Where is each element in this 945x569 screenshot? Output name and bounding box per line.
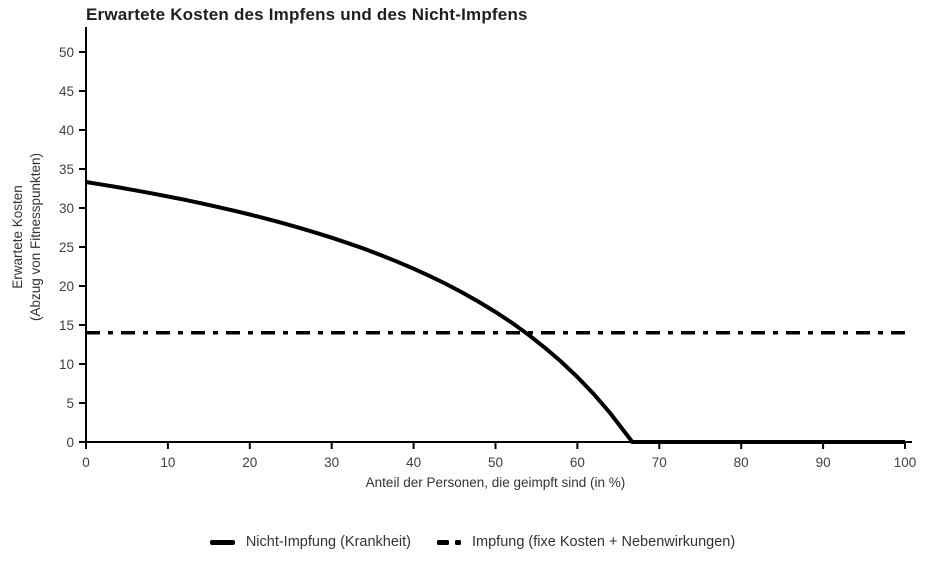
svg-text:70: 70	[652, 455, 667, 470]
svg-text:Anteil der Personen, die geimp: Anteil der Personen, die geimpft sind (i…	[366, 475, 626, 490]
legend-item-nicht-impfung: Nicht-Impfung (Krankheit)	[209, 534, 412, 550]
svg-text:30: 30	[324, 455, 339, 470]
chart-title: Erwartete Kosten des Impfens und des Nic…	[86, 5, 528, 24]
svg-text:Erwartete Kosten: Erwartete Kosten	[10, 185, 25, 289]
svg-text:10: 10	[59, 357, 74, 372]
svg-text:50: 50	[488, 455, 503, 470]
svg-text:0: 0	[82, 455, 90, 470]
chart-legend: Nicht-Impfung (Krankheit) Impfung (fixe …	[0, 528, 945, 556]
svg-text:90: 90	[816, 455, 831, 470]
svg-text:20: 20	[59, 279, 74, 294]
dashdot-line-swatch-icon	[437, 539, 462, 545]
svg-text:0: 0	[66, 435, 74, 450]
svg-text:50: 50	[59, 45, 74, 60]
svg-text:35: 35	[59, 162, 74, 177]
legend-label-nicht-impfung: Nicht-Impfung (Krankheit)	[245, 534, 412, 550]
svg-text:20: 20	[242, 455, 257, 470]
svg-text:10: 10	[160, 455, 175, 470]
dash-segment-icon	[437, 539, 450, 545]
svg-text:5: 5	[66, 396, 74, 411]
dot-segment-icon	[455, 539, 462, 545]
svg-text:25: 25	[59, 240, 74, 255]
legend-item-impfung: Impfung (fixe Kosten + Nebenwirkungen)	[437, 534, 735, 550]
svg-text:30: 30	[59, 201, 74, 216]
legend-label-impfung: Impfung (fixe Kosten + Nebenwirkungen)	[472, 534, 736, 550]
svg-text:45: 45	[59, 84, 74, 99]
svg-text:80: 80	[734, 455, 749, 470]
svg-text:(Abzug von Fitnesspunkten): (Abzug von Fitnesspunkten)	[28, 153, 43, 321]
svg-text:60: 60	[570, 455, 585, 470]
svg-text:40: 40	[406, 455, 421, 470]
solid-line-swatch-icon	[209, 539, 235, 545]
chart-canvas: 0 5 10 15 20 25 30 35 40 45 50 0 10 20 30 40 50 60 70 80 90 1…	[10, 27, 917, 490]
svg-text:40: 40	[59, 123, 74, 138]
svg-text:15: 15	[59, 318, 74, 333]
svg-text:100: 100	[894, 455, 917, 470]
